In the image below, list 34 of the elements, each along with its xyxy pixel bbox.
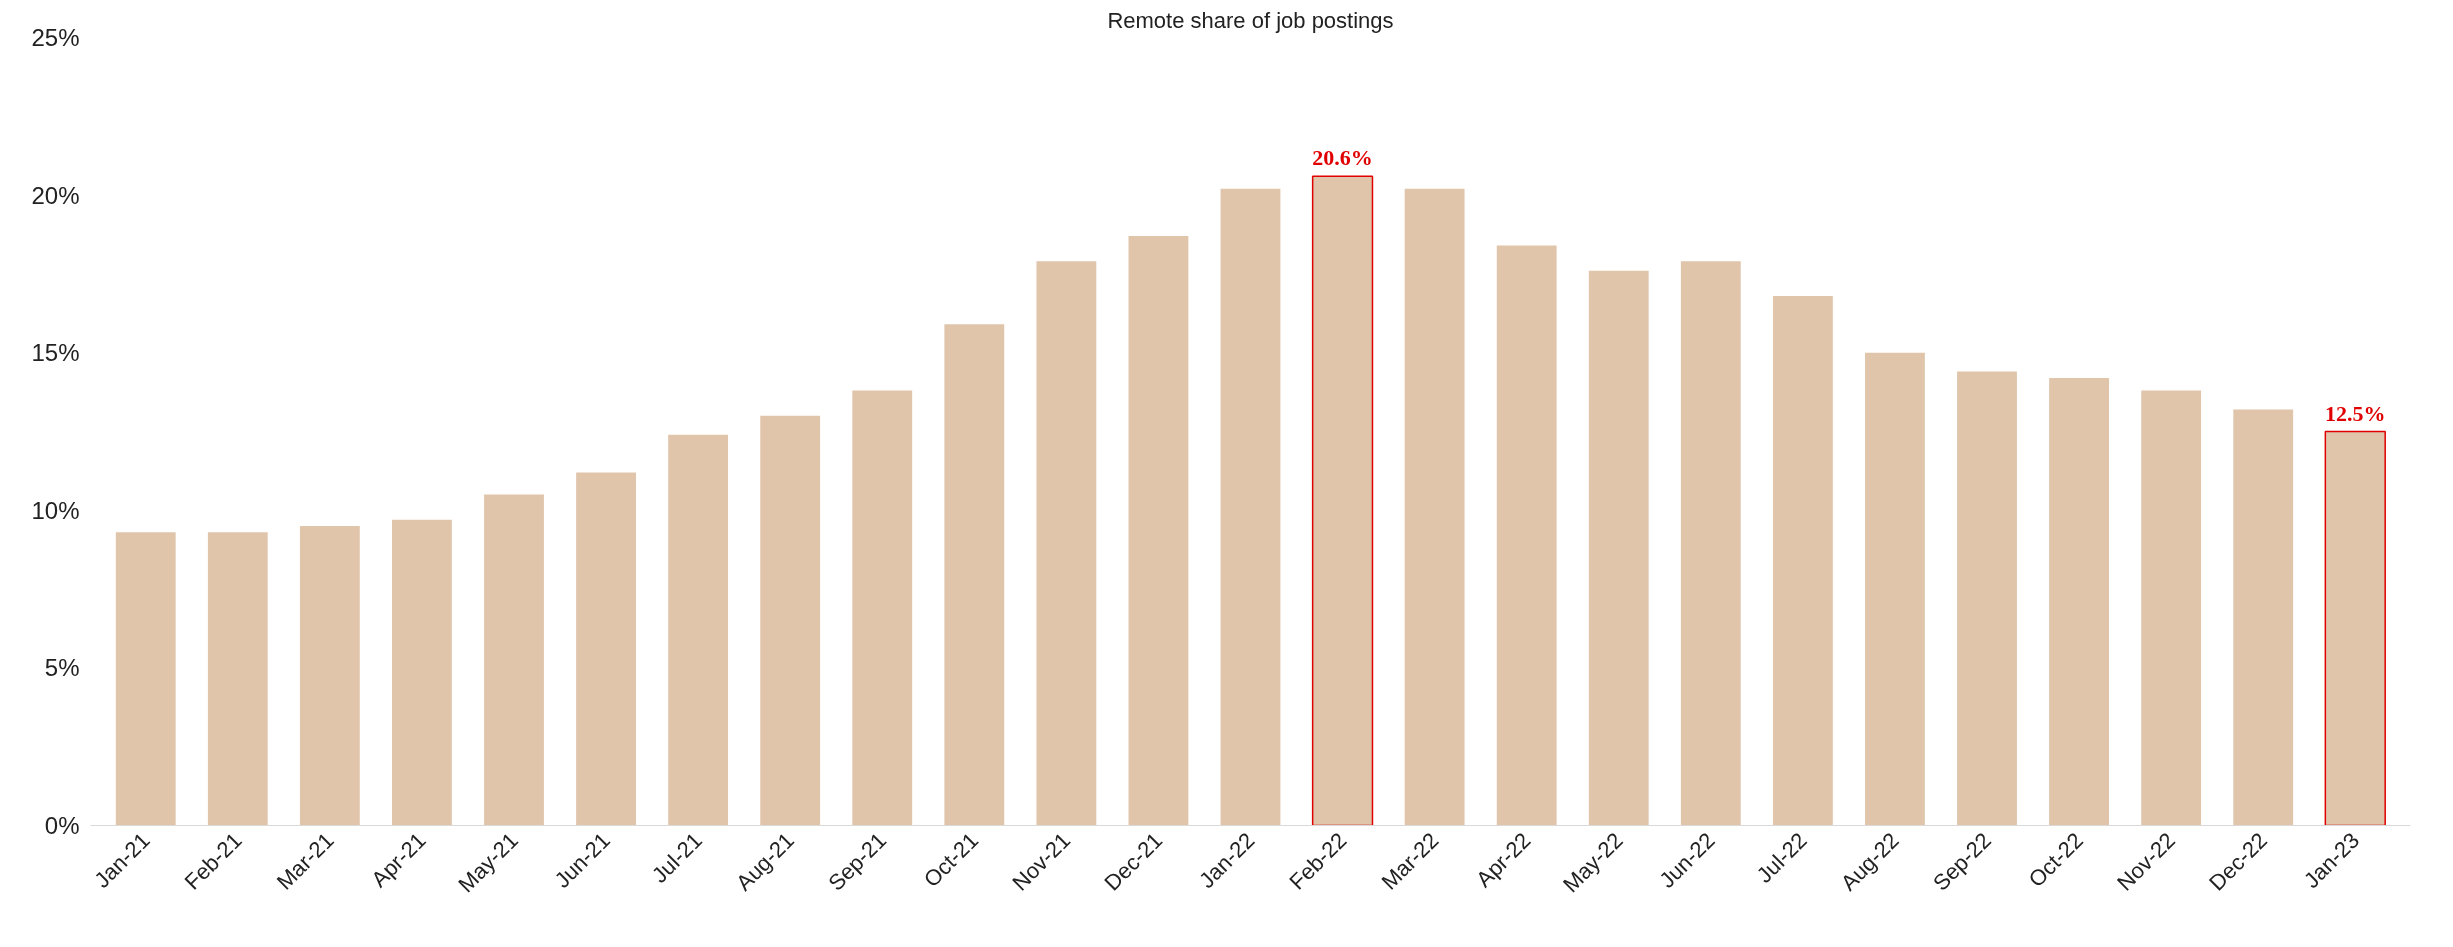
bar (1772, 295, 1833, 826)
bar (1496, 245, 1557, 826)
y-tick-label: 10% (31, 496, 80, 524)
y-tick-label: 0% (44, 812, 80, 839)
bar (760, 415, 821, 826)
bar (207, 532, 268, 826)
bar (2233, 409, 2294, 826)
bar (576, 472, 636, 826)
bar (392, 519, 452, 826)
bar (1588, 270, 1649, 826)
bar (1957, 371, 2017, 826)
bar (1404, 188, 1465, 826)
data-label: 20.6% (1312, 145, 1373, 171)
bar (1128, 236, 1189, 826)
bar (1220, 188, 1281, 826)
y-tick-label: 5% (44, 654, 80, 682)
bar (1680, 261, 1741, 826)
bar (1311, 175, 1374, 826)
bar (2324, 430, 2386, 826)
data-label: 12.5% (2325, 400, 2386, 426)
bar (1865, 352, 1925, 826)
bar (852, 390, 913, 826)
chart-title: Remote share of job postings (1107, 7, 1394, 33)
bar (484, 494, 544, 826)
bar (944, 324, 1005, 826)
y-tick-label: 20% (31, 181, 80, 209)
bar (668, 434, 729, 826)
bar (1036, 261, 1097, 826)
bar (2141, 390, 2202, 826)
bar (115, 532, 176, 826)
bar (299, 526, 360, 826)
bar (2049, 377, 2109, 826)
y-tick-label: 25% (31, 24, 80, 51)
y-tick-label: 15% (31, 339, 80, 367)
